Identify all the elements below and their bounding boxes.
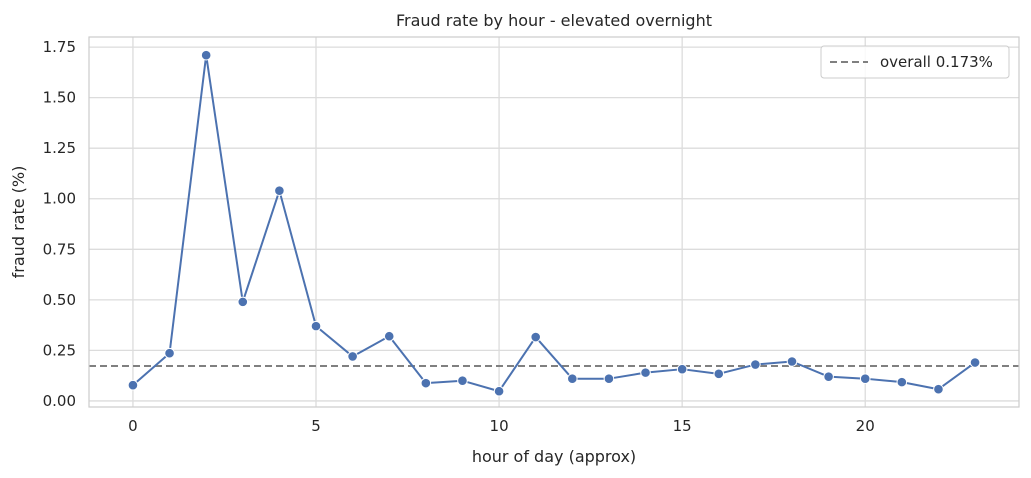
data-point [164, 347, 175, 359]
data-point [933, 383, 944, 395]
data-point [200, 49, 212, 61]
legend: overall 0.173% [820, 45, 1010, 79]
x-tick-label: 20 [856, 417, 875, 435]
x-axis-label: hour of day (approx) [472, 447, 636, 466]
y-tick-label: 1.75 [43, 38, 76, 56]
y-tick-label: 0.75 [43, 240, 76, 258]
data-point [969, 357, 981, 368]
data-point [127, 379, 139, 391]
data-point [786, 356, 798, 367]
y-tick-label: 1.00 [43, 190, 76, 208]
data-point [676, 363, 688, 375]
x-tick-label: 5 [311, 417, 321, 435]
data-point [823, 371, 834, 382]
x-tick-label: 15 [673, 417, 692, 435]
chart-title: Fraud rate by hour - elevated overnight [396, 11, 712, 30]
legend-label: overall 0.173% [880, 53, 993, 71]
data-point [493, 385, 505, 397]
y-tick-label: 1.50 [43, 89, 76, 107]
data-point [237, 296, 249, 308]
x-tick-labels: 0 5 10 15 20 [128, 417, 875, 435]
data-point [567, 373, 578, 384]
series-group [127, 49, 981, 397]
data-point [420, 377, 432, 389]
data-point [383, 330, 395, 342]
y-tick-label: 1.25 [43, 139, 76, 157]
legend-box [820, 45, 1010, 79]
data-point [750, 359, 761, 370]
y-tick-labels: 0.00 0.25 0.50 0.75 1.00 1.25 1.50 1.75 [43, 38, 76, 410]
data-point [530, 331, 541, 343]
x-tick-label: 10 [490, 417, 509, 435]
y-tick-label: 0.25 [43, 341, 76, 359]
data-point [640, 367, 651, 378]
data-point [457, 375, 468, 387]
data-point [859, 373, 871, 384]
data-point [713, 368, 725, 380]
y-tick-label: 0.00 [43, 392, 76, 410]
plot-background [89, 37, 1019, 407]
data-point [310, 320, 322, 332]
y-tick-label: 0.50 [43, 291, 76, 309]
data-point [347, 351, 358, 362]
data-point [896, 376, 908, 388]
data-point [274, 185, 285, 196]
plot-frame [88, 36, 1020, 408]
x-tick-label: 0 [128, 417, 138, 435]
y-axis-label: fraud rate (%) [9, 166, 28, 279]
data-point [603, 373, 615, 384]
series-line [132, 54, 976, 393]
